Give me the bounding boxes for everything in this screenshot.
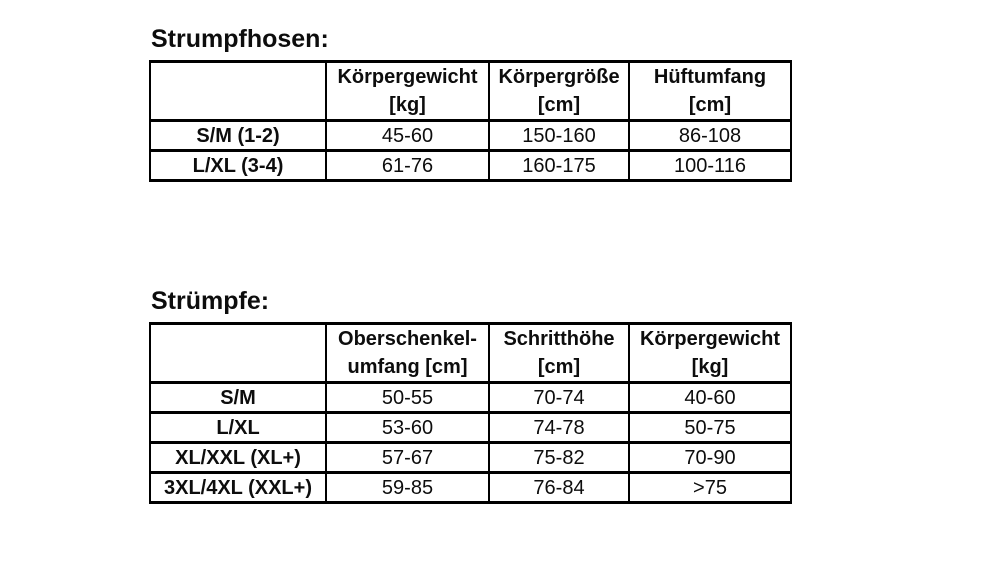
table-cell: 45-60 (325, 119, 490, 152)
strumpfhosen-section: Strumpfhosen: Körpergewicht [kg] Körperg… (149, 26, 792, 182)
strumpfhosen-table: Körpergewicht [kg] Körpergröße [cm] Hüft… (149, 60, 792, 182)
row-label: 3XL/4XL (XXL+) (149, 471, 327, 504)
struempfe-title: Strümpfe: (151, 287, 270, 315)
table-cell: 61-76 (325, 149, 490, 182)
table-row: S/M 50-55 70-74 40-60 (149, 381, 792, 414)
table-cell: 75-82 (488, 441, 630, 474)
table-cell: 76-84 (488, 471, 630, 504)
row-label: XL/XXL (XL+) (149, 441, 327, 474)
table-cell: 100-116 (628, 149, 792, 182)
table-cell: 57-67 (325, 441, 490, 474)
table-cell: 74-78 (488, 411, 630, 444)
struempfe-table: Oberschenkel- umfang [cm] Schritthöhe [c… (149, 322, 792, 504)
table-cell: 160-175 (488, 149, 630, 182)
row-label: S/M (1-2) (149, 119, 327, 152)
table-cell: >75 (628, 471, 792, 504)
table-cell: 53-60 (325, 411, 490, 444)
struempfe-section: Strümpfe: Oberschenkel- umfang [cm] Schr… (149, 288, 792, 504)
table-cell: 59-85 (325, 471, 490, 504)
column-header-koerpergewicht: Körpergewicht [kg] (325, 60, 490, 122)
table-cell: 70-74 (488, 381, 630, 414)
column-header-koerpergroesse: Körpergröße [cm] (488, 60, 630, 122)
column-header-empty (149, 60, 327, 122)
table-cell: 50-55 (325, 381, 490, 414)
table-cell: 150-160 (488, 119, 630, 152)
row-label: L/XL (3-4) (149, 149, 327, 182)
table-row: 3XL/4XL (XXL+) 59-85 76-84 >75 (149, 471, 792, 504)
table-cell: 50-75 (628, 411, 792, 444)
column-header-schritthoehe: Schritthöhe [cm] (488, 322, 630, 384)
column-header-koerpergewicht: Körpergewicht [kg] (628, 322, 792, 384)
table-cell: 86-108 (628, 119, 792, 152)
table-row: S/M (1-2) 45-60 150-160 86-108 (149, 119, 792, 152)
column-header-empty (149, 322, 327, 384)
strumpfhosen-title: Strumpfhosen: (151, 25, 329, 53)
row-label: L/XL (149, 411, 327, 444)
table-cell: 70-90 (628, 441, 792, 474)
table-row: XL/XXL (XL+) 57-67 75-82 70-90 (149, 441, 792, 474)
column-header-oberschenkelumfang: Oberschenkel- umfang [cm] (325, 322, 490, 384)
header-row: Körpergewicht [kg] Körpergröße [cm] Hüft… (149, 60, 792, 122)
row-label: S/M (149, 381, 327, 414)
table-row: L/XL 53-60 74-78 50-75 (149, 411, 792, 444)
header-row: Oberschenkel- umfang [cm] Schritthöhe [c… (149, 322, 792, 384)
column-header-hueftumfang: Hüftumfang [cm] (628, 60, 792, 122)
table-row: L/XL (3-4) 61-76 160-175 100-116 (149, 149, 792, 182)
table-cell: 40-60 (628, 381, 792, 414)
